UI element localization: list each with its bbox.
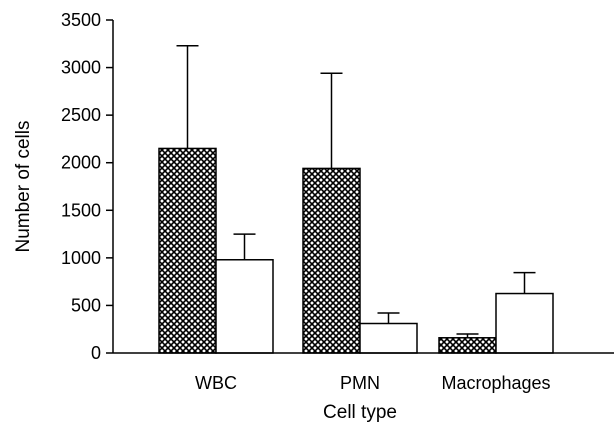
bar-pmn-series-1 (302, 167, 361, 354)
bar-macrophages-series-2 (495, 292, 554, 354)
bar-wbc-series-1 (158, 147, 217, 354)
x-axis-tick-labels: WBC PMN Macrophages (195, 373, 551, 393)
y-tick-label: 3500 (61, 10, 101, 30)
y-tick-label: 0 (91, 343, 101, 363)
bar-pmn-series-2 (359, 322, 418, 354)
x-axis-title: Cell type (323, 402, 397, 423)
x-tick-label-pmn: PMN (340, 373, 380, 393)
y-tick-label: 500 (71, 295, 101, 315)
y-axis-title: Number of cells (13, 121, 34, 253)
y-tick-label: 2000 (61, 153, 101, 173)
bars-group (158, 44, 554, 354)
bar-wbc-series-2 (215, 259, 274, 354)
y-tick-label: 3000 (61, 58, 101, 78)
y-tick-label: 1000 (61, 248, 101, 268)
bar-macrophages-series-1 (438, 337, 497, 354)
y-tick-label: 1500 (61, 200, 101, 220)
y-axis-ticks: 0 500 1000 1500 2000 2500 3000 3500 (61, 10, 113, 363)
x-tick-label-macrophages: Macrophages (441, 373, 550, 393)
y-tick-label: 2500 (61, 105, 101, 125)
x-tick-label-wbc: WBC (195, 373, 237, 393)
